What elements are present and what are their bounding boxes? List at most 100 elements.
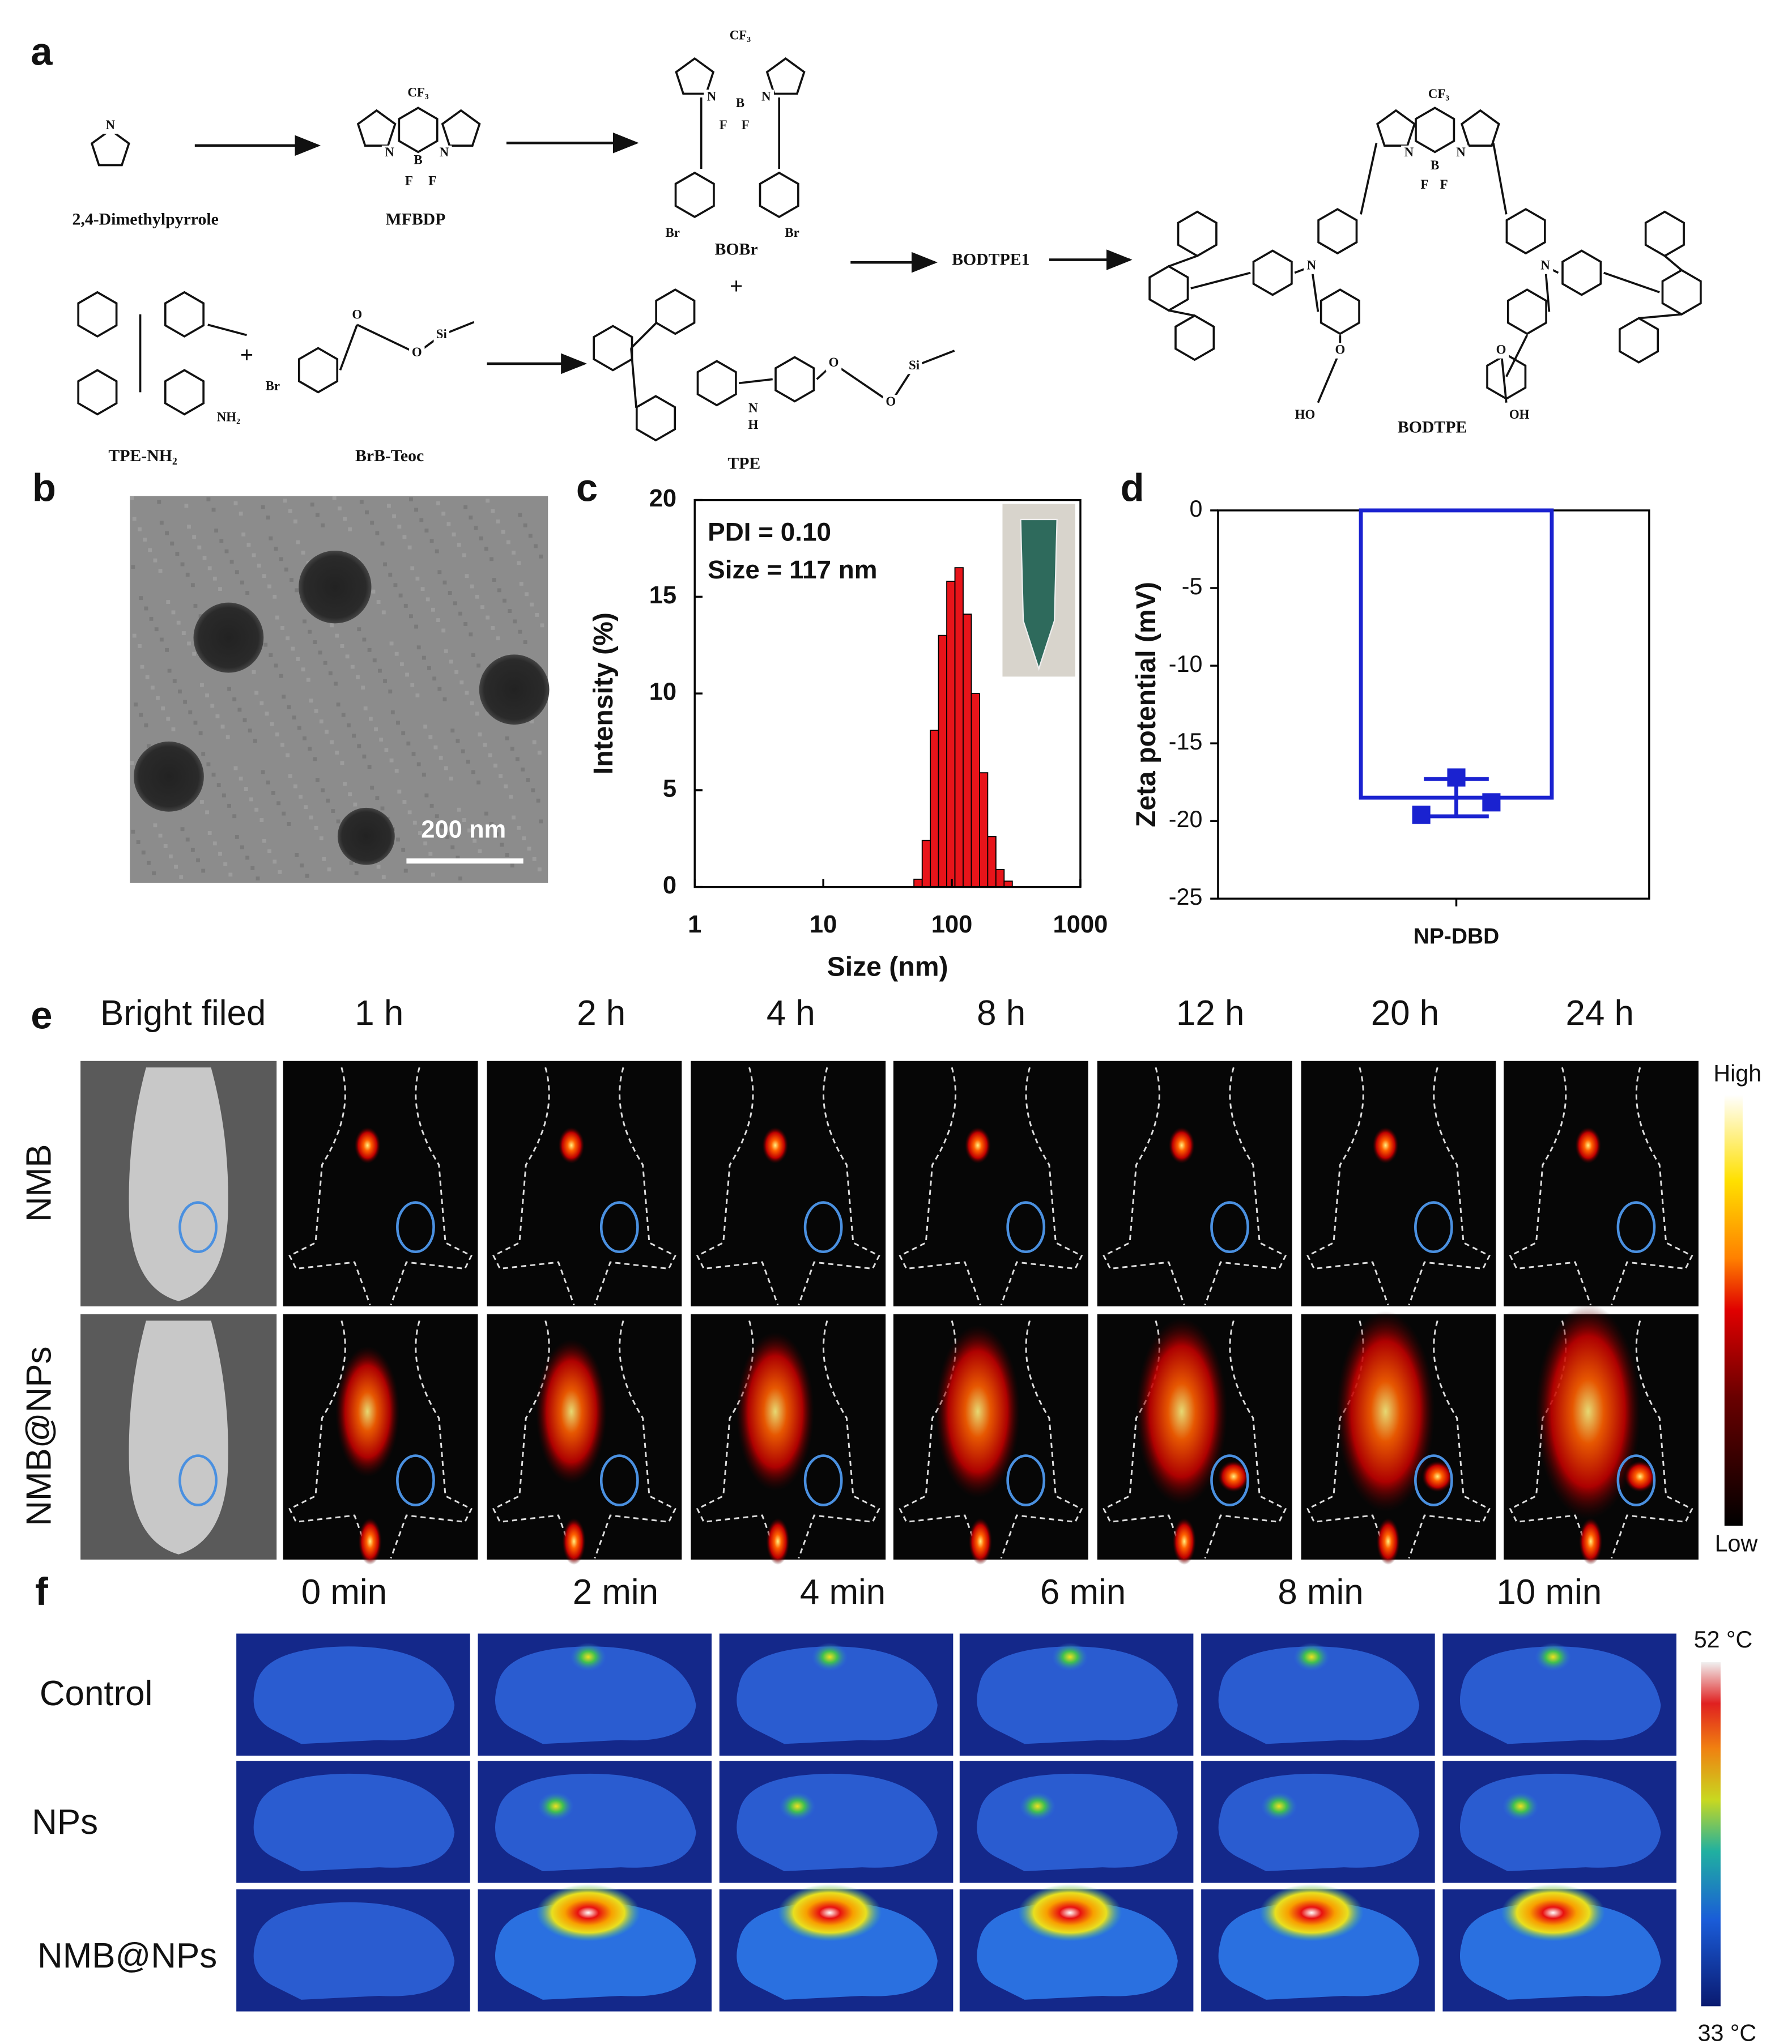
tem-noise <box>411 752 416 756</box>
warm-spot <box>537 1792 574 1821</box>
tem-noise <box>315 513 320 517</box>
y-tick-label: 20 <box>649 485 676 512</box>
tem-noise <box>428 851 433 856</box>
tem-noise <box>265 712 269 716</box>
tumor-circle <box>396 1454 435 1506</box>
tem-noise <box>270 722 274 726</box>
tem-noise <box>252 553 256 557</box>
tem-noise <box>193 721 198 725</box>
tem-noise <box>341 713 346 717</box>
ring <box>356 109 397 147</box>
body-outline <box>1509 1067 1693 1306</box>
tem-noise <box>197 545 202 550</box>
bond <box>630 348 637 408</box>
tem-noise <box>305 874 309 878</box>
tem-noise <box>239 512 243 516</box>
atom-label: N <box>1404 145 1414 159</box>
panel-label: d <box>1121 466 1144 510</box>
bond <box>1168 254 1198 267</box>
tem-noise <box>444 766 448 770</box>
ring <box>90 129 130 167</box>
tem-noise <box>262 838 266 843</box>
panel-label: e <box>31 993 52 1037</box>
tem-noise <box>442 580 447 585</box>
tem-noise <box>166 600 171 604</box>
x-tick-label: NP-DBD <box>1414 924 1499 948</box>
tumor-circle <box>1006 1454 1046 1506</box>
signal <box>558 1127 585 1164</box>
tem-noise <box>439 756 443 760</box>
tem-noise <box>346 723 351 727</box>
tem-noise <box>308 747 312 751</box>
tem-noise <box>436 618 440 623</box>
panel-label: a <box>31 30 53 74</box>
atom-bg <box>265 379 281 395</box>
tem-noise <box>190 583 195 587</box>
tem-noise <box>414 508 419 512</box>
annotation: Size = 117 nm <box>708 555 877 584</box>
tem-noise <box>523 523 527 527</box>
tem-noise <box>269 653 273 657</box>
y-tick-label: -15 <box>1169 729 1203 755</box>
tem-noise <box>537 867 542 872</box>
column-header: 2 h <box>577 994 625 1033</box>
tem-noise <box>267 849 272 854</box>
tem-noise <box>275 732 279 736</box>
tem-noise <box>527 846 531 851</box>
atom-bg <box>424 174 440 190</box>
ring <box>1376 109 1416 147</box>
atom-bg <box>436 145 452 161</box>
mouse-silhouette <box>253 1902 455 2000</box>
atom-bg <box>1431 87 1447 103</box>
tem-noise <box>458 611 462 616</box>
tem-noise <box>510 863 514 868</box>
tem-noise <box>510 747 514 751</box>
colorbar-label: 33 °C <box>1698 2020 1757 2044</box>
atom-label: F <box>1440 177 1448 191</box>
tem-noise <box>462 818 466 823</box>
tem-noise <box>371 589 376 594</box>
tem-noise <box>419 518 424 522</box>
compound-label: MFBDP <box>386 210 446 229</box>
tem-noise <box>201 752 206 756</box>
atom-label: B <box>1431 158 1439 172</box>
atom-label: N <box>440 145 449 159</box>
tem-noise <box>416 762 421 766</box>
tem-noise <box>388 689 393 694</box>
atom-bg <box>401 174 417 190</box>
tem-noise <box>469 632 473 637</box>
tem-noise <box>486 615 490 620</box>
tem-noise <box>319 719 324 723</box>
tem-noise <box>518 629 522 634</box>
tumor-circle <box>1616 1454 1656 1506</box>
bond <box>1360 142 1378 215</box>
tem-noise <box>489 822 493 826</box>
histogram-bar <box>938 635 948 888</box>
tem-noise <box>442 697 447 701</box>
hot-spot <box>1501 1884 1605 1941</box>
tem-noise <box>232 814 237 819</box>
tem-noise <box>295 588 299 593</box>
tem-noise <box>350 665 355 669</box>
tem-noise <box>446 522 451 526</box>
tem-noise <box>220 725 225 729</box>
tem-noise <box>152 871 156 876</box>
ring <box>1252 249 1293 296</box>
panel-label: b <box>32 466 56 510</box>
image-tile <box>487 1061 682 1306</box>
tem-noise <box>392 514 397 518</box>
tem-noise <box>275 615 279 620</box>
tem-noise <box>229 560 234 564</box>
tem-noise <box>540 623 544 628</box>
tem-noise <box>137 644 142 648</box>
tem-noise <box>403 868 408 873</box>
bond <box>339 324 359 371</box>
tem-noise <box>178 689 182 694</box>
y-tick-label: -25 <box>1169 884 1203 910</box>
warm-spot <box>1052 1642 1088 1672</box>
tem-noise <box>476 663 481 668</box>
tem-noise <box>245 855 250 860</box>
tem-noise <box>291 646 295 651</box>
image-tile <box>1504 1061 1699 1306</box>
